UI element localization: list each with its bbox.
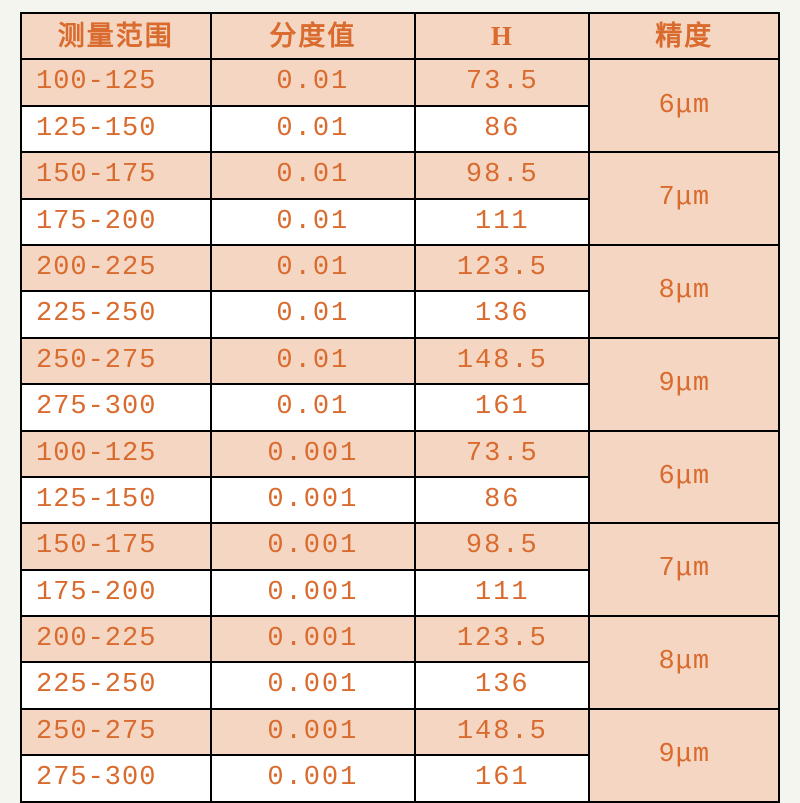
cell-range: 150-175 — [21, 523, 211, 569]
cell-range: 275-300 — [21, 384, 211, 430]
cell-h: 148.5 — [415, 709, 589, 755]
table-row: 100-1250.0173.56μm — [21, 59, 779, 105]
cell-h: 148.5 — [415, 338, 589, 384]
cell-division: 0.01 — [211, 199, 416, 245]
table-head: 测量范围 分度值 H 精度 — [21, 13, 779, 59]
table-row: 150-1750.0198.57μm — [21, 152, 779, 198]
cell-range: 150-175 — [21, 152, 211, 198]
cell-division: 0.001 — [211, 616, 416, 662]
cell-h: 98.5 — [415, 152, 589, 198]
cell-division: 0.01 — [211, 106, 416, 152]
cell-division: 0.01 — [211, 384, 416, 430]
cell-division: 0.001 — [211, 477, 416, 523]
cell-precision: 8μm — [589, 245, 779, 338]
cell-division: 0.001 — [211, 709, 416, 755]
cell-precision: 6μm — [589, 59, 779, 152]
cell-range: 200-225 — [21, 245, 211, 291]
cell-range: 100-125 — [21, 431, 211, 477]
cell-h: 86 — [415, 477, 589, 523]
spec-table-wrap: 测量范围 分度值 H 精度 100-1250.0173.56μm125-1500… — [20, 12, 780, 803]
cell-division: 0.01 — [211, 152, 416, 198]
cell-h: 86 — [415, 106, 589, 152]
cell-range: 225-250 — [21, 291, 211, 337]
spec-table: 测量范围 分度值 H 精度 100-1250.0173.56μm125-1500… — [20, 12, 780, 803]
cell-range: 200-225 — [21, 616, 211, 662]
table-header-row: 测量范围 分度值 H 精度 — [21, 13, 779, 59]
cell-range: 125-150 — [21, 477, 211, 523]
col-header-precision: 精度 — [589, 13, 779, 59]
cell-range: 175-200 — [21, 199, 211, 245]
table-row: 100-1250.00173.56μm — [21, 431, 779, 477]
cell-h: 136 — [415, 291, 589, 337]
cell-h: 136 — [415, 662, 589, 708]
col-header-h: H — [415, 13, 589, 59]
cell-h: 123.5 — [415, 245, 589, 291]
cell-h: 123.5 — [415, 616, 589, 662]
cell-range: 225-250 — [21, 662, 211, 708]
cell-precision: 9μm — [589, 338, 779, 431]
cell-precision: 7μm — [589, 152, 779, 245]
cell-precision: 8μm — [589, 616, 779, 709]
cell-h: 98.5 — [415, 523, 589, 569]
cell-division: 0.001 — [211, 662, 416, 708]
cell-division: 0.01 — [211, 338, 416, 384]
cell-division: 0.001 — [211, 431, 416, 477]
cell-range: 250-275 — [21, 338, 211, 384]
cell-range: 175-200 — [21, 570, 211, 616]
cell-h: 111 — [415, 199, 589, 245]
cell-range: 275-300 — [21, 755, 211, 801]
cell-range: 125-150 — [21, 106, 211, 152]
cell-range: 100-125 — [21, 59, 211, 105]
cell-precision: 7μm — [589, 523, 779, 616]
cell-h: 73.5 — [415, 431, 589, 477]
cell-h: 73.5 — [415, 59, 589, 105]
table-row: 250-2750.01148.59μm — [21, 338, 779, 384]
cell-division: 0.001 — [211, 570, 416, 616]
cell-precision: 6μm — [589, 431, 779, 524]
col-header-division: 分度值 — [211, 13, 416, 59]
cell-range: 250-275 — [21, 709, 211, 755]
table-body: 100-1250.0173.56μm125-1500.0186150-1750.… — [21, 59, 779, 801]
cell-h: 161 — [415, 384, 589, 430]
table-row: 200-2250.001123.58μm — [21, 616, 779, 662]
cell-division: 0.001 — [211, 755, 416, 801]
table-row: 200-2250.01123.58μm — [21, 245, 779, 291]
cell-precision: 9μm — [589, 709, 779, 802]
col-header-range: 测量范围 — [21, 13, 211, 59]
cell-h: 111 — [415, 570, 589, 616]
cell-division: 0.001 — [211, 523, 416, 569]
cell-division: 0.01 — [211, 59, 416, 105]
cell-division: 0.01 — [211, 245, 416, 291]
cell-division: 0.01 — [211, 291, 416, 337]
table-row: 250-2750.001148.59μm — [21, 709, 779, 755]
table-row: 150-1750.00198.57μm — [21, 523, 779, 569]
cell-h: 161 — [415, 755, 589, 801]
